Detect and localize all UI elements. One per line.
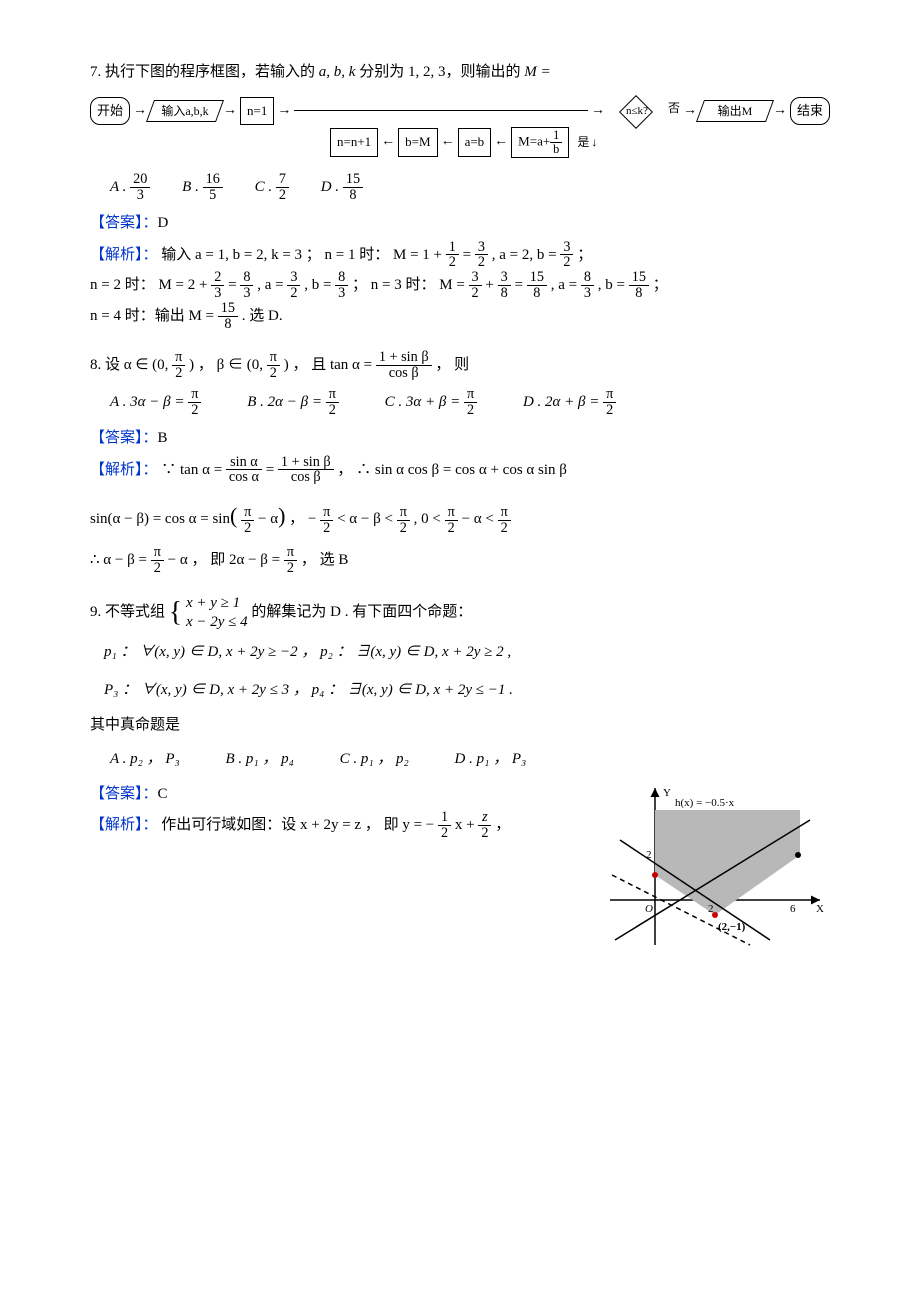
- q8-explain-2: sin(α − β) = cos α = sin( π2 − α) ， − π2…: [90, 495, 830, 537]
- arrow-left-icon: ←: [493, 129, 509, 156]
- svg-text:(2,−1): (2,−1): [718, 921, 746, 933]
- svg-text:2: 2: [708, 903, 714, 915]
- q7-answer: 【答案】：D: [90, 209, 830, 238]
- q8-answer: 【答案】：B: [90, 424, 830, 453]
- fc-inc: n=n+1: [330, 128, 378, 157]
- flowchart: 开始 → 输入a,b,k → n=1 → → n≤k? 否 → 输出M → 结束…: [90, 97, 830, 159]
- vars: a, b, k: [319, 64, 356, 80]
- q8-explain-3: ∴ α − β = π2 − α ， 即 2α − β = π2 ， 选 B: [90, 545, 830, 576]
- arrow-icon: →: [590, 98, 606, 125]
- no-label: 否: [668, 97, 680, 120]
- yes-label: 是: [577, 131, 589, 154]
- q7-explain-2: n = 2 时： M = 2 + 23 = 83 , a = 32 , b = …: [90, 270, 830, 301]
- q9-text: 其中真命题是: [90, 711, 830, 740]
- q9-stem: 9. 不等式组 { x + y ≥ 1x − 2y ≤ 4 的解集记为 D . …: [90, 594, 830, 632]
- fc-input: 输入a,b,k: [146, 100, 224, 122]
- q8-options: A . 3α − β = π2 B . 2α − β = π2 C . 3α +…: [110, 387, 830, 418]
- svg-text:X: X: [816, 903, 824, 915]
- q9-p1p2: p₁ ： ∀(x, y) ∈ D, x + 2y ≥ −2 ， p₂ ： ∃(x…: [104, 638, 830, 667]
- question-8: 8. 设 α ∈ (0, π2 ) ， β ∈ (0, π2 ) ， 且 tan…: [90, 350, 830, 576]
- arrow-icon: →: [222, 98, 238, 125]
- question-9: 9. 不等式组 { x + y ≥ 1x − 2y ≤ 4 的解集记为 D . …: [90, 594, 830, 950]
- line: [294, 110, 588, 111]
- q8-explain-1: 【解析】： ∵ tan α = sin αcos α = 1 + sin βco…: [90, 455, 830, 486]
- fc-M: M=a+1b: [511, 127, 569, 158]
- fc-init: n=1: [240, 97, 274, 126]
- q9-figure: Y X O h(x) = −0.5·x (2,−1) 2 2 6: [600, 780, 830, 950]
- arrow-left-icon: ←: [440, 129, 456, 156]
- text: 分别为 1, 2, 3，则输出的: [359, 64, 524, 80]
- fc-bM: b=M: [398, 128, 437, 157]
- q7-explain: 【解析】： 输入 a = 1, b = 2, k = 3 ； n = 1 时： …: [90, 240, 830, 271]
- arrow-icon: →: [772, 98, 788, 125]
- q7-options: A . 203 B . 165 C . 72 D . 158: [110, 172, 830, 203]
- fc-row-2: n=n+1 ← b=M ← a=b ← M=a+1b 是 ↓: [330, 127, 830, 158]
- fc-ab: a=b: [458, 128, 492, 157]
- q9-p3p4: P₃ ： ∀(x, y) ∈ D, x + 2y ≤ 3 ， p₄ ： ∃(x,…: [104, 676, 830, 705]
- fc-cond: n≤k?: [608, 98, 666, 124]
- out: M =: [524, 64, 550, 80]
- q7-stem: 7. 执行下图的程序框图，若输入的 a, b, k 分别为 1, 2, 3，则输…: [90, 58, 830, 87]
- svg-text:h(x) = −0.5·x: h(x) = −0.5·x: [675, 797, 735, 809]
- text: 7. 执行下图的程序框图，若输入的: [90, 64, 319, 80]
- svg-text:O: O: [645, 903, 653, 915]
- q8-stem: 8. 设 α ∈ (0, π2 ) ， β ∈ (0, π2 ) ， 且 tan…: [90, 350, 830, 381]
- fc-start: 开始: [90, 97, 130, 126]
- arrow-down-icon: ↓: [591, 131, 597, 154]
- fc-output: 输出M: [696, 100, 774, 122]
- svg-text:2: 2: [646, 849, 652, 861]
- arrow-icon: →: [276, 98, 292, 125]
- fc-end: 结束: [790, 97, 830, 126]
- q7-explain-3: n = 4 时：输出 M = 158 . 选 D.: [90, 301, 830, 332]
- arrow-left-icon: ←: [380, 129, 396, 156]
- question-7: 7. 执行下图的程序框图，若输入的 a, b, k 分别为 1, 2, 3，则输…: [90, 58, 830, 332]
- svg-text:Y: Y: [663, 787, 671, 799]
- q9-options: A . p₂ ， P₃ B . p₁ ， p₄ C . p₁ ， p₂ D . …: [110, 745, 830, 774]
- svg-text:6: 6: [790, 903, 796, 915]
